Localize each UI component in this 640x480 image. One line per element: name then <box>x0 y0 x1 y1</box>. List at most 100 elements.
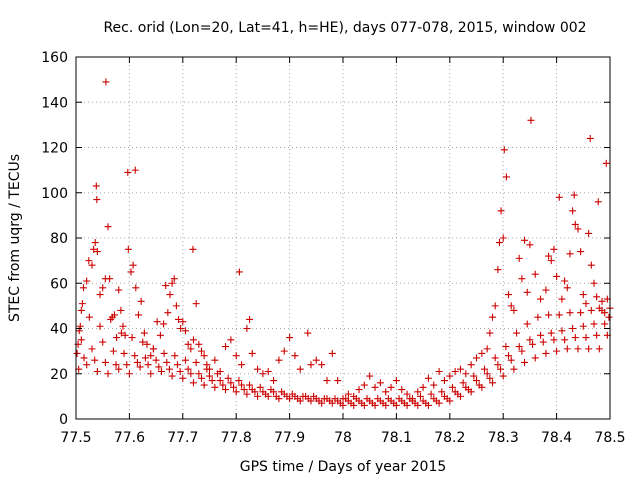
data-point <box>489 313 497 321</box>
data-point <box>406 395 414 403</box>
data-point <box>547 257 555 265</box>
data-point <box>502 343 510 351</box>
data-point <box>310 392 318 400</box>
data-point <box>238 361 246 369</box>
data-point <box>497 207 505 215</box>
data-point <box>585 345 593 353</box>
data-point <box>331 395 339 403</box>
data-point <box>147 370 155 378</box>
data-point <box>110 311 118 319</box>
data-point <box>598 297 606 305</box>
data-point <box>96 291 104 299</box>
data-point <box>518 347 526 355</box>
data-point <box>296 365 304 373</box>
data-point-outlier <box>594 198 602 206</box>
data-point <box>251 388 259 396</box>
data-point <box>153 318 161 326</box>
data-point-outlier <box>235 268 243 276</box>
data-point <box>115 286 123 294</box>
data-point <box>473 354 480 362</box>
data-point <box>561 336 569 344</box>
data-point <box>585 229 593 237</box>
data-point <box>414 388 422 396</box>
data-point <box>79 284 87 292</box>
data-point <box>123 361 131 369</box>
data-point <box>486 374 494 382</box>
data-point <box>134 311 142 319</box>
data-point <box>230 383 238 391</box>
data-point <box>112 361 120 369</box>
data-point <box>499 234 507 242</box>
data-point <box>411 399 419 407</box>
data-point-outlier <box>304 329 312 337</box>
data-point <box>398 386 406 394</box>
data-point <box>254 392 262 400</box>
data-point <box>518 275 526 283</box>
data-point <box>117 329 125 337</box>
data-point <box>270 377 278 385</box>
data-point <box>77 306 85 314</box>
data-point-outlier <box>92 182 100 190</box>
data-point <box>563 284 571 292</box>
data-point <box>358 399 366 407</box>
data-point <box>569 207 577 215</box>
data-point <box>259 370 267 378</box>
data-point <box>294 395 302 403</box>
y-tick-label: 40 <box>50 322 68 338</box>
data-point <box>344 390 352 398</box>
data-point <box>571 220 579 228</box>
data-point <box>326 397 334 405</box>
data-point <box>170 275 178 283</box>
data-point <box>491 302 499 310</box>
data-point <box>99 284 107 292</box>
data-point <box>438 388 446 396</box>
data-point <box>184 340 192 348</box>
x-tick-label: 77.7 <box>167 430 198 446</box>
data-point <box>486 329 494 337</box>
data-point <box>222 386 230 394</box>
data-point <box>390 399 398 407</box>
data-point <box>117 306 125 314</box>
data-point <box>162 282 170 290</box>
data-point <box>483 345 491 353</box>
data-point <box>419 383 427 391</box>
data-point <box>598 306 606 314</box>
data-point <box>505 352 513 360</box>
data-point <box>577 248 585 256</box>
data-point <box>534 313 542 321</box>
data-point <box>288 390 296 398</box>
data-point <box>553 347 561 355</box>
data-point <box>494 361 502 369</box>
data-point <box>523 288 531 296</box>
data-point <box>440 377 448 385</box>
data-point <box>347 399 355 407</box>
data-point <box>127 268 135 276</box>
data-point <box>537 295 545 303</box>
data-point-outlier <box>131 166 139 174</box>
data-point <box>246 381 254 389</box>
x-tick-label: 78.5 <box>594 430 625 446</box>
data-point <box>550 245 558 253</box>
data-point-outlier <box>602 159 610 167</box>
data-point <box>467 361 475 369</box>
data-point <box>582 334 590 342</box>
data-point <box>539 338 547 346</box>
data-point <box>192 300 200 308</box>
data-point <box>416 392 424 400</box>
data-point <box>521 358 529 366</box>
data-point <box>248 349 256 357</box>
data-point <box>448 383 456 391</box>
data-point <box>432 397 440 405</box>
data-point <box>577 309 585 317</box>
data-point <box>446 372 454 380</box>
data-point <box>131 352 139 360</box>
data-point <box>187 370 195 378</box>
data-point <box>542 349 550 357</box>
data-point <box>77 336 85 344</box>
data-point <box>515 254 523 262</box>
data-point <box>115 365 123 373</box>
data-point <box>363 395 371 403</box>
data-point <box>104 223 112 231</box>
data-point <box>531 354 539 362</box>
grid-lines <box>76 57 610 419</box>
